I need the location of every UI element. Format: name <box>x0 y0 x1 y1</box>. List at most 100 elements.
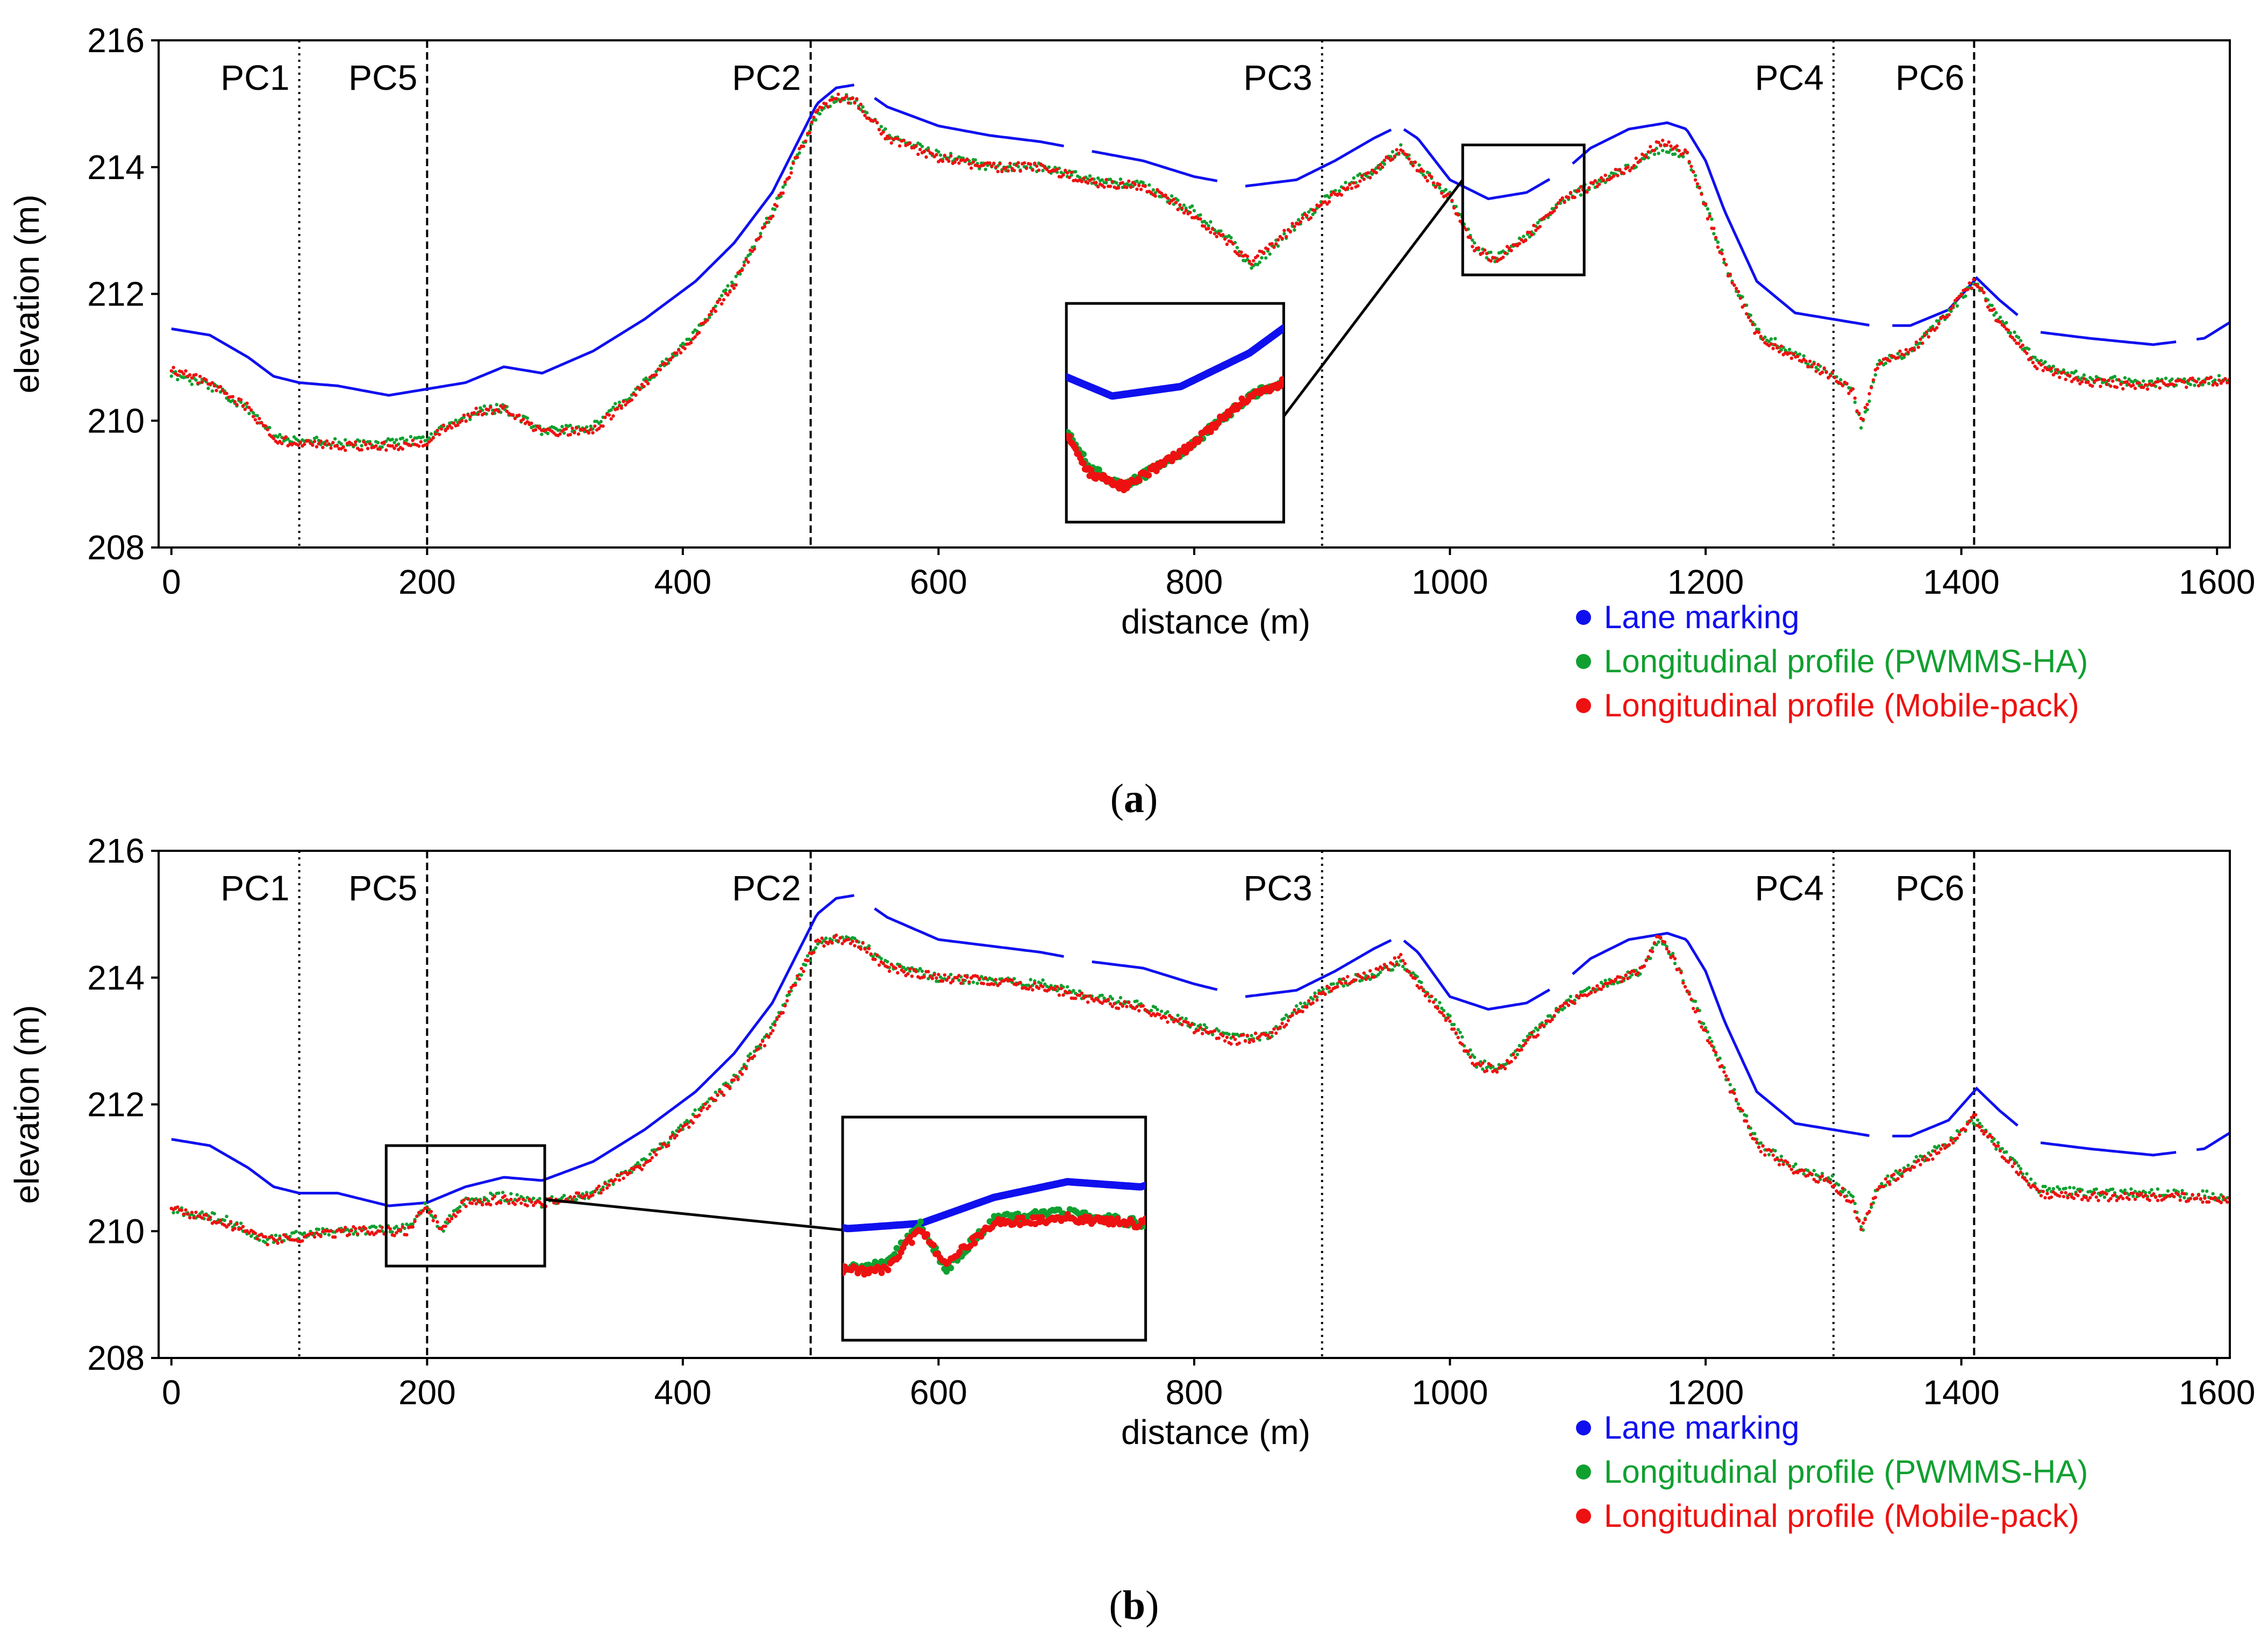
mobile-point <box>1663 940 1667 944</box>
mobile-point <box>1951 304 1955 308</box>
pwmms-point <box>294 1229 298 1233</box>
mobile-point <box>1769 1149 1773 1153</box>
pwmms-point <box>648 1153 652 1156</box>
mobile-point <box>751 250 754 253</box>
mobile-point <box>1959 293 1963 296</box>
mobile-point <box>1395 148 1399 152</box>
mobile-point <box>1074 997 1078 1000</box>
mobile-point <box>378 1229 382 1233</box>
mobile-point <box>1573 1001 1577 1005</box>
mobile-point <box>1741 1108 1744 1113</box>
mobile-point <box>2031 361 2035 365</box>
mobile-point <box>761 1039 765 1043</box>
mobile-point <box>436 1220 439 1224</box>
mobile-point <box>1687 160 1691 163</box>
mobile-point <box>818 940 822 943</box>
mobile-point <box>1972 278 1975 281</box>
mobile-point <box>603 415 607 419</box>
mobile-point <box>413 1219 417 1224</box>
mobile-point <box>439 1227 444 1231</box>
pwmms-point <box>176 378 180 381</box>
mobile-point <box>1184 209 1188 212</box>
pwmms-point <box>2183 1196 2186 1200</box>
mobile-point <box>2084 1196 2088 1199</box>
pwmms-point <box>1313 991 1317 995</box>
mobile-point <box>1996 1144 2000 1148</box>
mobile-point <box>1646 150 1650 154</box>
mobile-point <box>1998 320 2002 324</box>
mobile-point <box>311 1232 315 1235</box>
mobile-point <box>1413 160 1417 164</box>
pwmms-point <box>2217 1196 2221 1200</box>
mobile-point <box>601 1188 605 1192</box>
mobile-point <box>1601 985 1606 988</box>
mobile-point <box>1595 184 1599 188</box>
pwmms-point <box>2183 377 2186 381</box>
mobile-point <box>2035 1187 2039 1191</box>
mobile-point <box>1585 190 1589 194</box>
mobile-point <box>505 1198 509 1201</box>
mobile-point <box>838 99 843 103</box>
mobile-point <box>981 982 986 986</box>
pwmms-point <box>814 946 818 950</box>
mobile-point <box>468 415 472 419</box>
mobile-point <box>2131 1191 2135 1195</box>
mobile-point <box>2025 351 2029 355</box>
pwmms-point <box>1515 1052 1520 1057</box>
mobile-point <box>352 443 355 447</box>
mobile-point <box>1517 241 1522 246</box>
mobile-point <box>978 977 981 981</box>
mobile-point <box>1288 230 1292 234</box>
mobile-point <box>1444 1018 1448 1022</box>
pwmms-point <box>1250 1034 1253 1037</box>
pwmms-point <box>871 955 875 959</box>
pwmms-point <box>1867 399 1871 403</box>
mobile-point <box>591 431 595 435</box>
mobile-point <box>188 373 192 377</box>
mobile-point <box>1806 365 1810 369</box>
mobile-point <box>971 160 975 164</box>
pwmms-point <box>497 1191 501 1195</box>
mobile-point <box>464 1205 468 1208</box>
mobile-point <box>1761 1144 1765 1148</box>
pwmms-point <box>339 442 343 446</box>
mobile-point <box>591 1193 595 1197</box>
pwmms-point <box>975 982 979 985</box>
mobile-point <box>1086 1000 1090 1004</box>
mobile-point <box>2221 379 2225 383</box>
mobile-point <box>2191 1193 2194 1197</box>
mobile-point <box>583 427 587 431</box>
mobile-point <box>945 157 948 161</box>
mobile-point <box>1599 987 1603 991</box>
pwmms-point <box>1135 179 1139 183</box>
mobile-point <box>742 264 746 267</box>
pwmms-point <box>2027 347 2031 351</box>
mobile-point <box>1614 977 1617 982</box>
mobile-point <box>1137 183 1141 188</box>
mobile-point <box>1618 168 1622 172</box>
mobile-point <box>1080 991 1084 995</box>
mobile-point <box>417 444 421 448</box>
mobile-point <box>1507 246 1511 251</box>
mobile-point <box>1816 362 1820 367</box>
mobile-point <box>1745 312 1749 316</box>
pwmms-point <box>667 1141 671 1145</box>
mobile-point <box>333 1235 337 1239</box>
pwmms-point <box>1344 181 1347 184</box>
control-point-label: PC3 <box>1243 58 1312 97</box>
mobile-point <box>499 1201 503 1205</box>
mobile-point <box>1552 1014 1556 1018</box>
mobile-point <box>898 964 902 969</box>
pwmms-point <box>169 374 173 378</box>
pwmms-point <box>1798 352 1802 356</box>
mobile-point <box>2017 1172 2021 1177</box>
mobile-point <box>1779 1158 1784 1162</box>
pwmms-point <box>1192 209 1196 212</box>
mobile-point <box>671 1133 675 1137</box>
mobile-point <box>2096 378 2100 381</box>
pwmms-point <box>2082 373 2086 377</box>
mobile-point <box>1908 1168 1912 1172</box>
pwmms-point <box>824 936 828 940</box>
mobile-point <box>441 423 445 427</box>
mobile-point <box>992 161 996 165</box>
